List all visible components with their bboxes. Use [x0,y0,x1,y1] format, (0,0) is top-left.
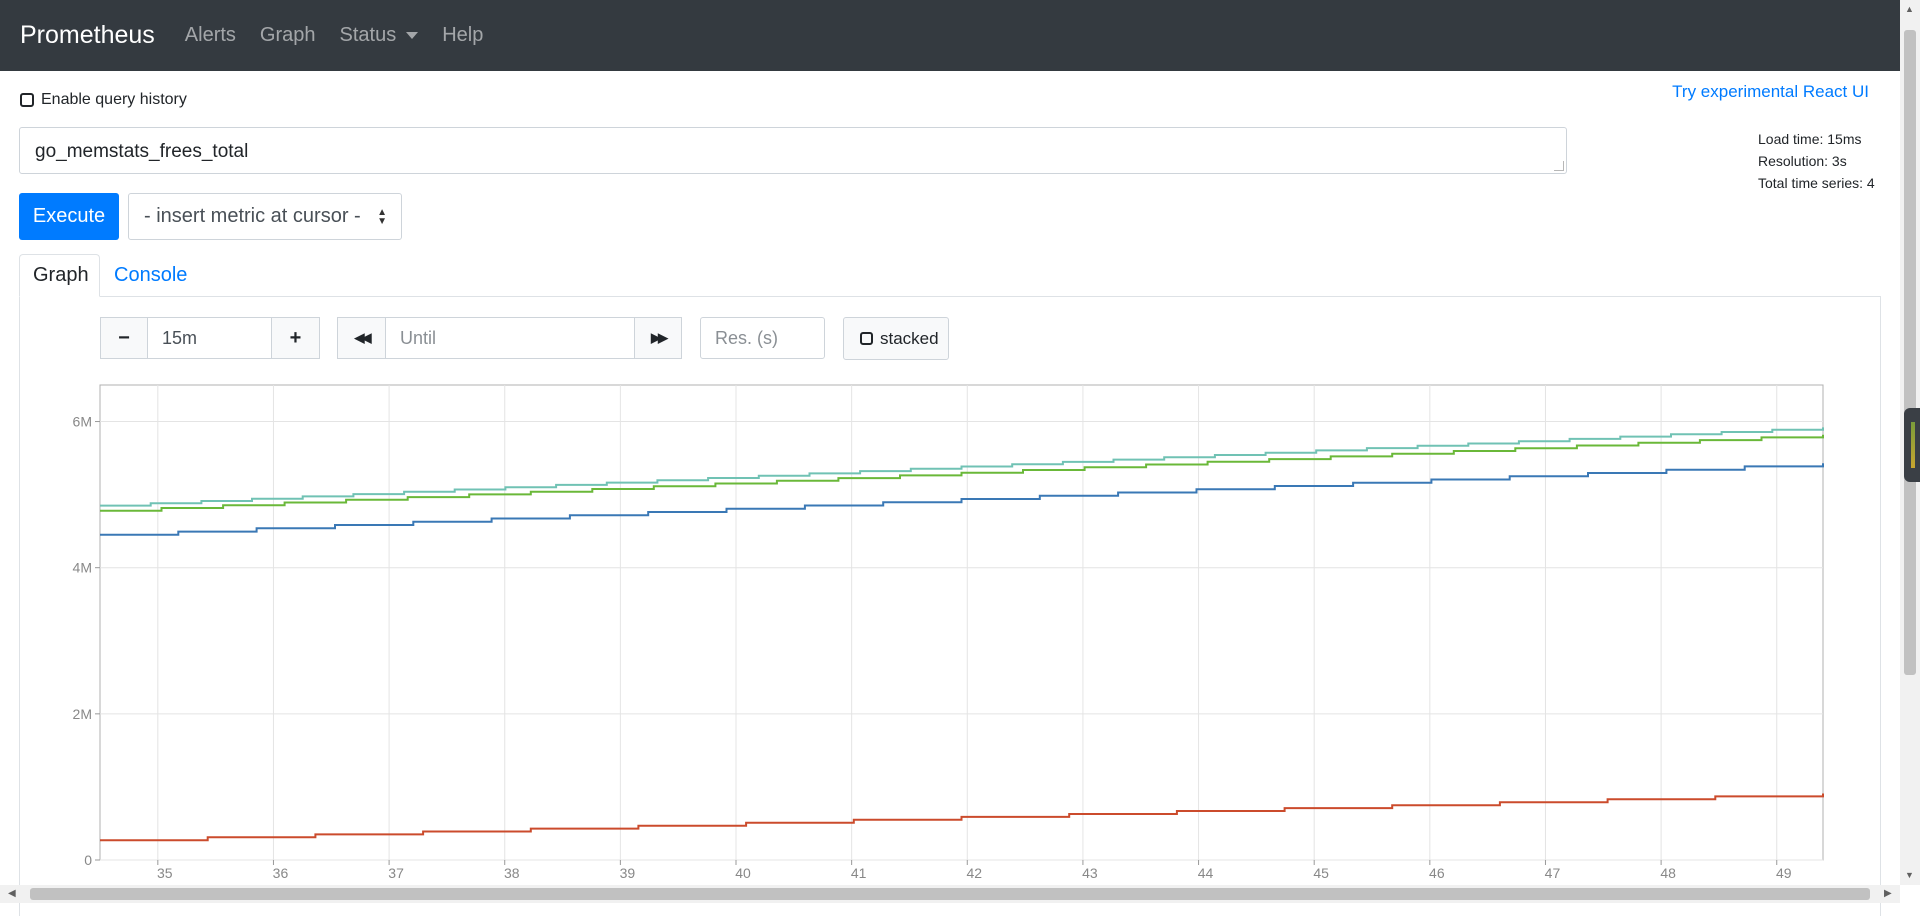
nav-help[interactable]: Help [442,24,484,46]
scroll-up-icon[interactable]: ▲ [1905,4,1914,14]
y-tick-label: 6M [73,414,92,430]
query-history-label: Enable query history [41,91,187,108]
x-tick-label: 48 [1660,865,1676,881]
x-tick-label: 45 [1313,865,1329,881]
expression-input[interactable]: go_memstats_frees_total [19,127,1567,174]
x-tick-label: 49 [1776,865,1792,881]
x-tick-label: 41 [851,865,867,881]
expression-text: go_memstats_frees_total [35,141,249,162]
total-series: Total time series: 4 [1758,175,1875,191]
range-input[interactable]: 15m [147,317,272,359]
x-tick-label: 47 [1545,865,1561,881]
x-tick-label: 44 [1198,865,1214,881]
series-line-3 [100,463,1824,536]
x-tick-label: 40 [735,865,751,881]
metric-select-value: - insert metric at cursor - [144,205,361,227]
increase-range-button[interactable]: + [271,317,320,359]
stacked-label: stacked [880,328,939,348]
stacked-toggle[interactable]: stacked [843,317,949,360]
side-panel-handle[interactable] [1904,408,1920,482]
graph-panel [19,296,1881,916]
sort-arrows-icon: ▲ ▼ [377,207,387,227]
x-tick-label: 36 [273,865,289,881]
series-line-4 [100,793,1824,842]
x-tick-label: 39 [620,865,636,881]
x-tick-label: 42 [966,865,982,881]
scroll-left-icon[interactable]: ◀ [8,888,16,899]
nav-graph[interactable]: Graph [259,24,316,46]
rewind-icon[interactable]: ◀◀ [337,317,386,359]
y-tick-label: 2M [73,706,92,722]
x-tick-label: 38 [504,865,520,881]
x-tick-label: 35 [157,865,173,881]
scroll-right-icon[interactable]: ▶ [1884,888,1892,899]
nav-status-label: Status [339,24,397,46]
resolution: Resolution: 3s [1758,153,1847,169]
tab-graph[interactable]: Graph [19,254,100,297]
tabs-divider [19,296,1881,297]
graph-canvas[interactable]: 0 2M 4M 6M 35 36 37 38 39 40 41 42 43 44 45 46 47 48 49 [0,380,1900,885]
tab-console[interactable]: Console [114,264,188,286]
series-line-2 [100,434,1824,512]
execute-button[interactable]: Execute [19,193,119,240]
navbar: Prometheus Alerts Graph Status Help [0,0,1900,71]
query-stats: Load time: 15ms Resolution: 3s Total tim… [1758,128,1875,194]
query-history-checkbox[interactable] [20,93,34,107]
x-tick-label: 46 [1429,865,1445,881]
resolution-input[interactable]: Res. (s) [700,317,825,359]
load-time: Load time: 15ms [1758,131,1862,147]
x-tick-label: 37 [388,865,404,881]
brand-logo[interactable]: Prometheus [20,21,155,49]
query-history-toggle[interactable]: Enable query history [20,91,187,109]
react-ui-link[interactable]: Try experimental React UI [1672,82,1869,101]
resize-handle-icon[interactable] [1554,161,1564,171]
y-tick-label: 0 [84,852,92,868]
stacked-checkbox [860,332,873,345]
x-tick-label: 43 [1082,865,1098,881]
chevron-down-icon [406,32,419,39]
nav-alerts[interactable]: Alerts [184,24,236,46]
series-line-1 [100,427,1824,507]
forward-icon[interactable]: ▶▶ [634,317,682,359]
decrease-range-button[interactable]: − [100,317,148,359]
nav-status[interactable]: Status [340,24,419,47]
horizontal-scrollbar[interactable]: ◀ ▶ [0,885,1900,903]
until-input[interactable]: Until [385,317,635,359]
y-tick-label: 4M [73,560,92,576]
scroll-down-icon[interactable]: ▼ [1905,870,1914,880]
metric-select[interactable]: - insert metric at cursor - ▲ ▼ [128,193,402,240]
plot-frame [99,384,1824,861]
horizontal-scroll-thumb[interactable] [30,888,1870,900]
vertical-scroll-thumb[interactable] [1904,30,1916,675]
